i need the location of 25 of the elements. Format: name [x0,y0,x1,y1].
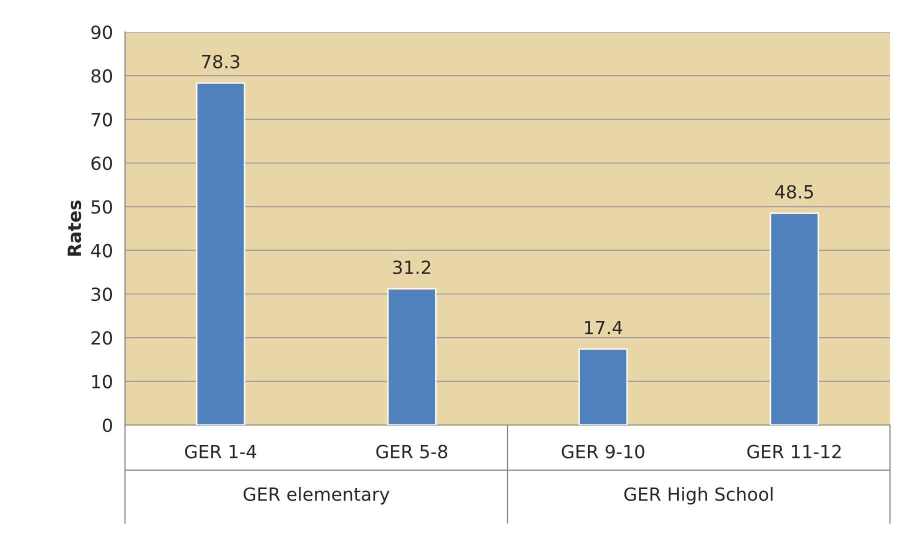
bar [196,82,246,425]
y-tick-label: 60 [91,156,112,170]
y-tick-label: 70 [92,112,112,126]
text: GER High School [624,487,772,504]
bar [578,348,628,425]
bar [770,212,819,425]
data-label: 31.2 [393,260,430,274]
x-tick-label: GER 1-4 [185,444,256,458]
y-tick-label: 50 [92,200,112,214]
x-tick-label: GER 9-10 [562,444,644,458]
y-tick-label: 20 [92,331,112,345]
y-tick-label: 0 [102,418,112,432]
x-tick-label: GER 5-8 [376,444,448,458]
text: GER elementary [244,487,390,504]
y-axis-title: Rates [68,200,82,256]
x-tick-label: GER 11-12 [747,444,841,458]
y-tick-label: 30 [92,287,112,302]
data-label: 48.5 [775,184,813,199]
y-tick-label: 90 [91,25,112,40]
bar [387,288,436,425]
y-tick-label: 40 [91,244,112,258]
y-tick-label: 10 [92,374,112,388]
data-label: 78.3 [202,54,240,68]
data-label: 17.4 [585,320,622,334]
y-tick-label: 80 [91,69,112,83]
